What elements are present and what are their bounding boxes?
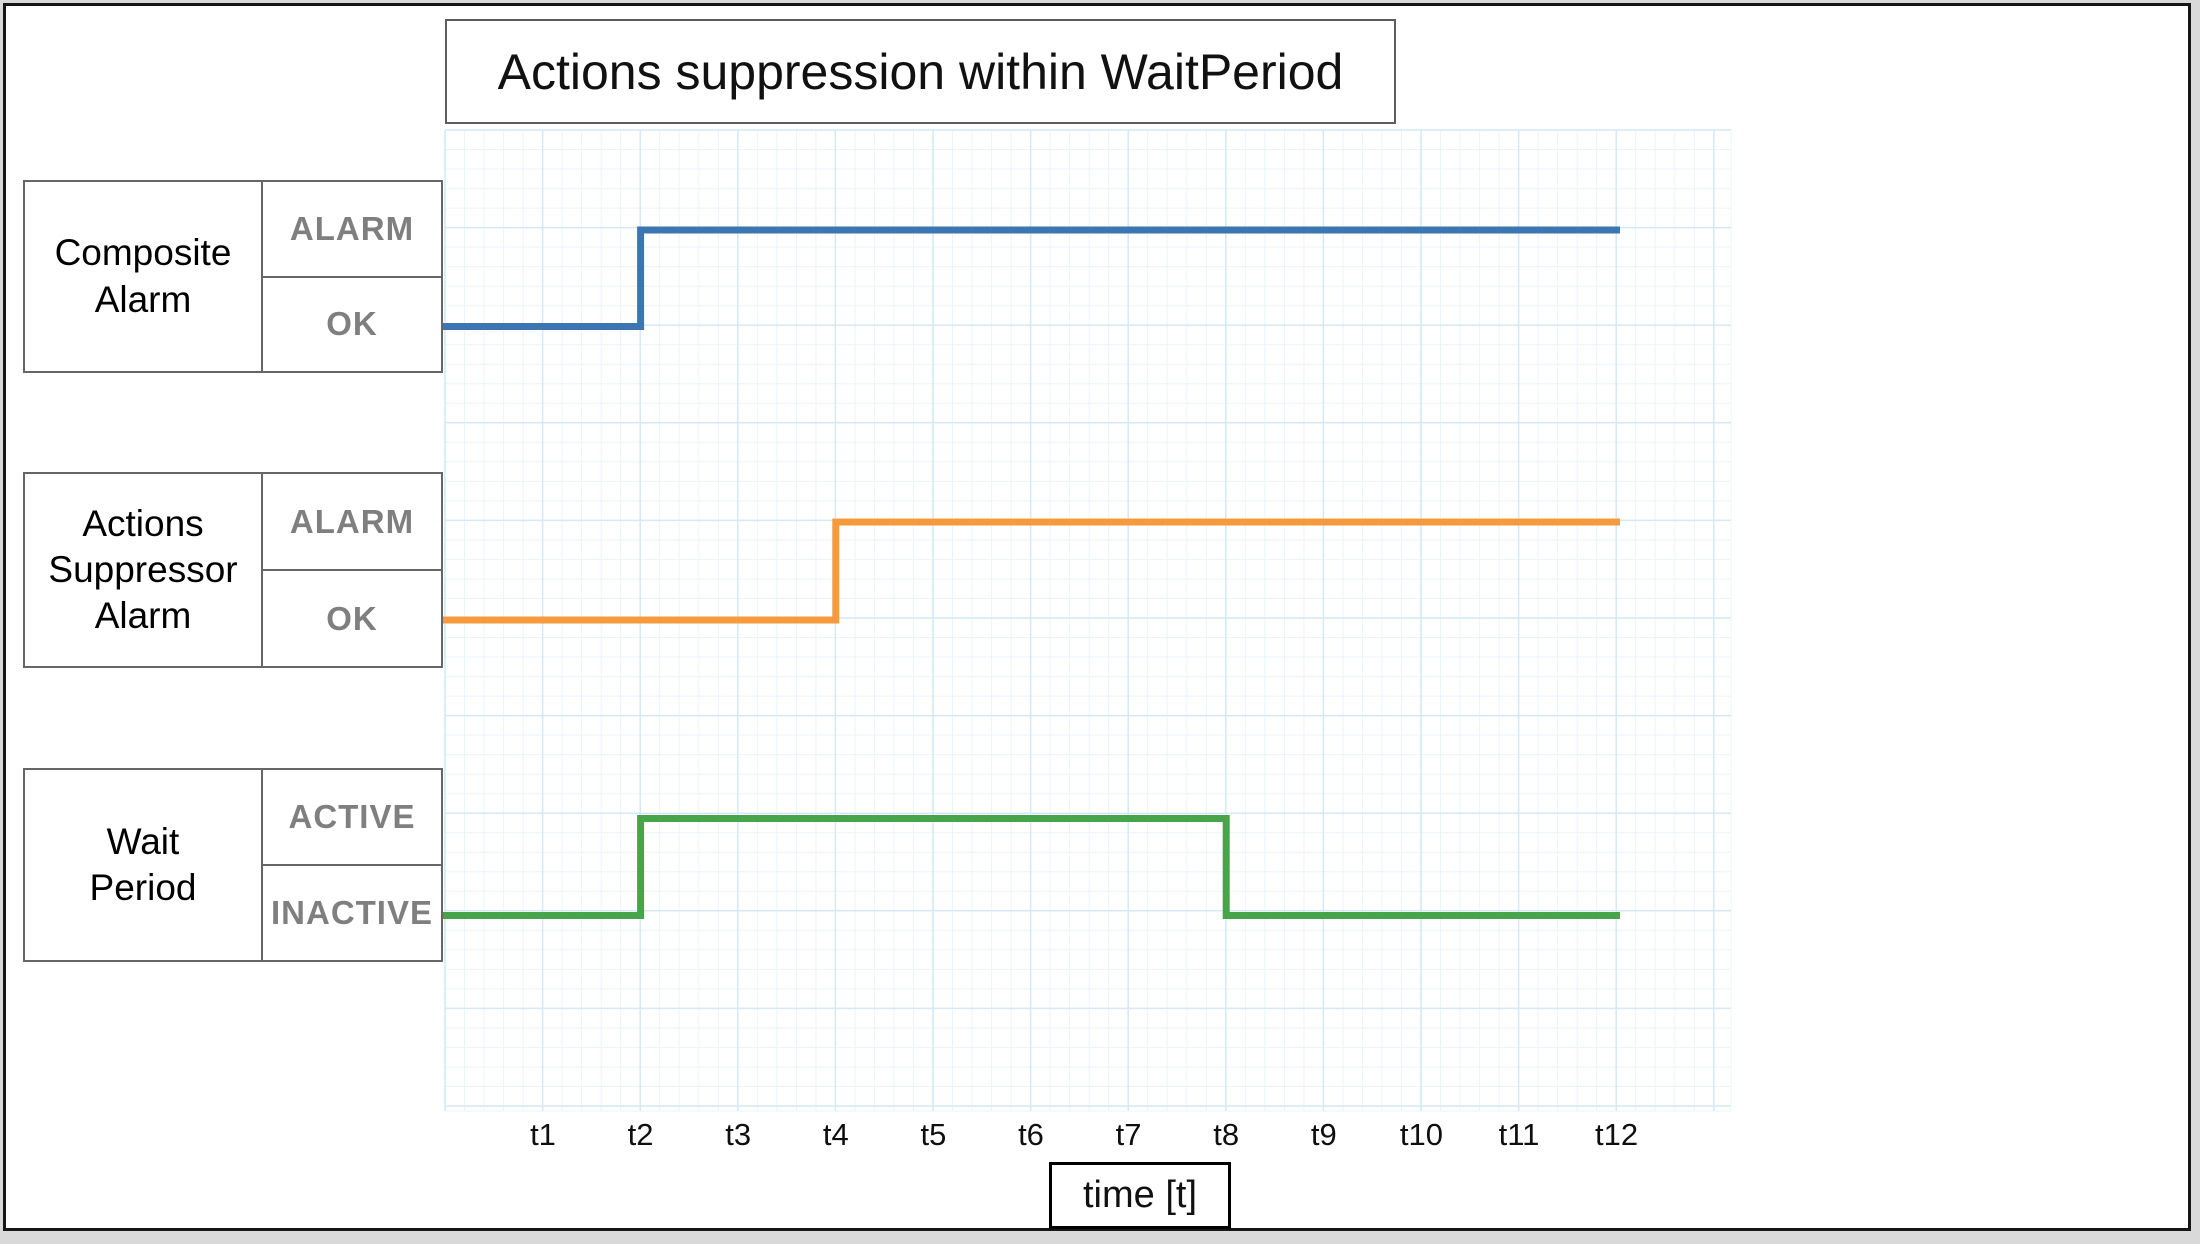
state-label: ALARM (289, 209, 415, 247)
x-tick-label-t5: t5 (920, 1117, 947, 1152)
x-tick-label-t7: t7 (1115, 1117, 1142, 1152)
series-name-line: Period (89, 867, 197, 908)
state-cells: ALARM OK (263, 474, 441, 666)
series-line-actions-suppressor-alarm (443, 518, 1620, 624)
state-cell-active: ACTIVE (263, 770, 441, 866)
x-tick-label-t10: t10 (1399, 1117, 1443, 1152)
x-axis-label: time [t] (1082, 1174, 1198, 1216)
series-legend-composite-alarm: Composite Alarm ALARM OK (23, 180, 443, 373)
state-label: INACTIVE (270, 894, 433, 931)
x-tick-label-t6: t6 (1018, 1117, 1044, 1152)
state-cell-alarm: ALARM (263, 182, 441, 278)
state-cells: ALARM OK (263, 182, 441, 371)
state-cell-alarm: ALARM (263, 474, 441, 571)
series-line-composite-alarm (443, 226, 1620, 330)
state-cell-inactive: INACTIVE (263, 866, 441, 960)
series-name-line: Wait (106, 820, 180, 862)
x-axis-label-box: time [t] (1049, 1162, 1231, 1229)
x-tick-label-t9: t9 (1310, 1117, 1337, 1152)
series-legend-wait-period: Wait Period ACTIVE INACTIVE (23, 768, 443, 962)
series-name-line: Suppressor (48, 548, 238, 590)
state-cell-ok: OK (263, 278, 441, 372)
x-tick-label-t3: t3 (725, 1117, 752, 1152)
x-tick-label-t2: t2 (627, 1117, 654, 1152)
series-line-wait-period (443, 815, 1620, 919)
series-name-cell: Composite Alarm (25, 182, 263, 371)
state-label: OK (326, 305, 378, 343)
state-cell-ok: OK (263, 571, 441, 666)
series-name-cell: Actions Suppressor Alarm (25, 474, 263, 666)
series-name-cell: Wait Period (25, 770, 263, 960)
x-tick-label-t4: t4 (822, 1117, 849, 1152)
x-tick-label-t8: t8 (1213, 1117, 1240, 1152)
state-cells: ACTIVE INACTIVE (263, 770, 441, 960)
series-name-line: Actions (82, 502, 204, 544)
x-tick-label-t11: t11 (1498, 1117, 1540, 1152)
series-legend-actions-suppressor-alarm: Actions Suppressor Alarm ALARM OK (23, 472, 443, 668)
series-name-line: Alarm (94, 278, 192, 320)
diagram-title: Actions suppression within WaitPeriod (497, 43, 1344, 100)
series-name-line: Composite (54, 232, 232, 274)
state-label: ALARM (289, 502, 415, 540)
title-box: Actions suppression within WaitPeriod (445, 19, 1396, 124)
state-label: ACTIVE (288, 798, 416, 835)
x-tick-label-t12: t12 (1595, 1117, 1639, 1152)
state-label: OK (326, 599, 378, 637)
series-name-line: Alarm (94, 595, 192, 637)
x-tick-label-t1: t1 (530, 1117, 556, 1152)
